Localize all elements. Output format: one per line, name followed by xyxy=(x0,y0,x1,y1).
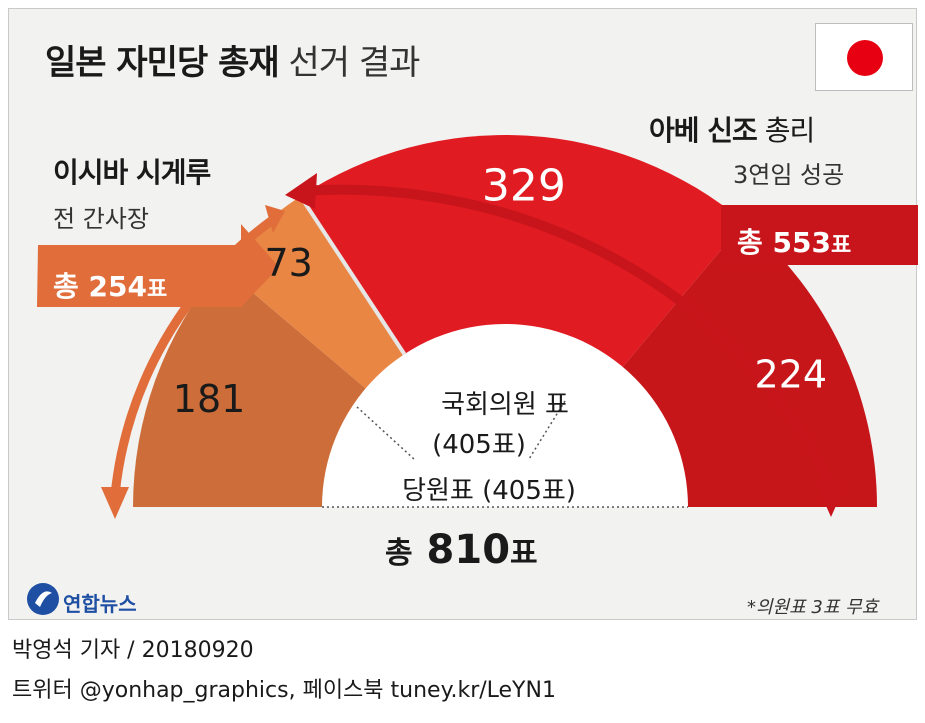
inner-label-parliament-count: (405표) xyxy=(432,430,526,460)
ishiba-title: 전 간사장 xyxy=(53,205,149,233)
yonhap-logo-icon xyxy=(27,583,59,615)
infographic-card: 181 73 329 224 국회의원 표 (405표) 당원표 (405표) 일본 자민당… xyxy=(8,8,918,620)
ishiba-arrow-head-down xyxy=(101,487,129,519)
invalid-votes-note: *의원표 3표 무효 xyxy=(747,597,879,618)
inner-semicircle xyxy=(322,324,688,507)
logo-text: 연합뉴스 xyxy=(63,592,137,616)
ishiba-name: 이시바 시게루 xyxy=(53,156,211,189)
abe-total-banner xyxy=(721,205,918,265)
slice-label-181: 181 xyxy=(173,377,246,421)
abe-name: 아베 신조 총리 xyxy=(649,114,815,147)
abe-arrow-arc xyxy=(300,184,836,490)
slice-separator xyxy=(298,195,407,356)
japan-flag-icon xyxy=(815,23,913,91)
credit-social: 트위터 @yonhap_graphics, 페이스북 tuney.kr/LeYN… xyxy=(12,678,556,703)
credit-reporter: 박영석 기자 / 20180920 xyxy=(12,638,254,663)
ishiba-total: 총 254표 xyxy=(53,270,168,303)
abe-title: 3연임 성공 xyxy=(733,161,845,189)
abe-total: 총 553표 xyxy=(737,226,852,259)
slice-label-329: 329 xyxy=(482,161,566,212)
inner-label-parliament: 국회의원 표 xyxy=(441,390,569,420)
abe-arrow-head-left xyxy=(285,173,317,209)
slice-label-224: 224 xyxy=(755,353,828,397)
ishiba-arrow-head-up xyxy=(265,205,285,233)
page-title: 일본 자민당 총재 선거 결과 xyxy=(45,43,420,83)
ishiba-total-banner xyxy=(37,224,279,307)
slice-329 xyxy=(300,134,745,507)
grand-total: 총 810표 xyxy=(385,527,538,573)
vote-chart: 181 73 329 224 국회의원 표 (405표) 당원표 (405표) xyxy=(37,134,918,519)
abe-arrow-head-down xyxy=(815,481,847,517)
divider-right xyxy=(528,400,566,460)
slice-label-73: 73 xyxy=(264,241,312,285)
inner-label-party: 당원표 (405표) xyxy=(402,476,576,506)
flag-sun xyxy=(847,40,883,76)
